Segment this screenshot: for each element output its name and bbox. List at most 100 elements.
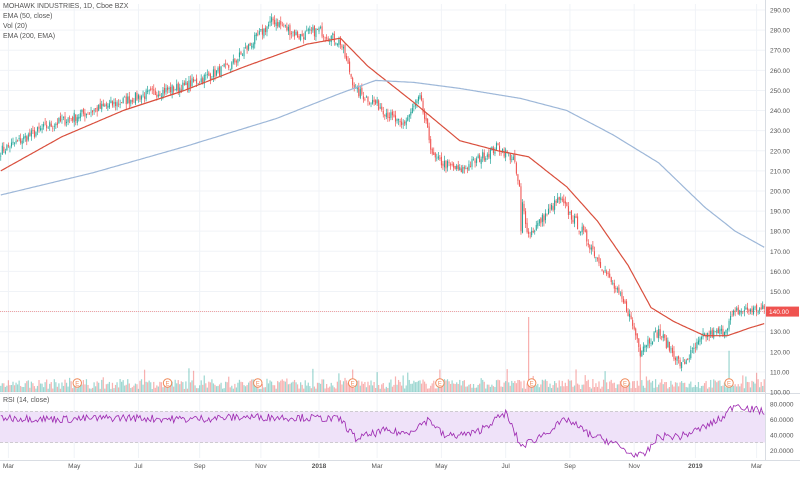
earnings-marker[interactable]: [253, 378, 263, 388]
volume-bar: [578, 384, 580, 392]
volume-bar: [396, 384, 398, 392]
candle-body: [641, 350, 643, 357]
legend-ema50[interactable]: EMA (50, close): [3, 13, 53, 20]
volume-bar: [238, 379, 241, 392]
candle-body: [234, 58, 236, 63]
earnings-marker[interactable]: [724, 378, 734, 388]
candle-body: [78, 116, 80, 119]
earnings-marker[interactable]: [72, 378, 82, 388]
candle-body: [72, 117, 74, 121]
volume-bar: [463, 380, 465, 392]
volume-bar: [108, 381, 111, 392]
candle-body: [98, 104, 100, 111]
candle-body: [248, 44, 250, 50]
earnings-marker-label: E: [256, 381, 260, 387]
volume-bar: [283, 380, 285, 392]
volume-bar: [654, 379, 657, 392]
volume-bar: [691, 387, 693, 392]
volume-bar: [345, 380, 348, 392]
candle-body: [451, 164, 453, 166]
candle-body: [419, 95, 421, 99]
earnings-marker[interactable]: [435, 378, 445, 388]
legend-ema200[interactable]: EMA (200, EMA): [3, 33, 56, 40]
volume-bar: [163, 383, 166, 392]
candle-body: [716, 329, 718, 334]
volume-bar: [587, 379, 589, 392]
candle-body: [647, 339, 649, 347]
candle-body: [546, 213, 548, 215]
earnings-marker[interactable]: [620, 378, 630, 388]
volume-bar: [76, 388, 78, 392]
candle-body: [240, 51, 242, 55]
volume-bar: [460, 385, 462, 392]
volume-bar: [122, 380, 124, 392]
rsi-legend[interactable]: RSI (14, close): [3, 397, 50, 404]
candle-body: [347, 59, 349, 64]
candle-body: [263, 28, 265, 37]
candle-body: [43, 124, 45, 127]
candle-body: [417, 96, 419, 102]
volume-bar: [183, 388, 185, 392]
candle-body: [318, 27, 320, 32]
volume-bar: [32, 383, 34, 392]
candle-body: [24, 135, 26, 138]
legend-volume[interactable]: Vol (20): [3, 23, 28, 30]
rsi-line[interactable]: [0, 404, 765, 458]
volume-bar: [174, 379, 176, 392]
price-axis-label: 130.00: [770, 329, 790, 336]
candle-body: [335, 43, 337, 44]
volume-bar: [453, 383, 455, 392]
candle-body: [208, 72, 210, 76]
volume-bar: [186, 388, 189, 392]
volume-bar: [653, 387, 655, 392]
volume-bar: [110, 388, 112, 392]
volume-bar: [191, 380, 193, 392]
candle-body: [220, 66, 222, 78]
legend-symbol[interactable]: MOHAWK INDUSTRIES, 1D, Cboe BZX: [3, 3, 129, 10]
volume-bar: [670, 380, 672, 392]
ema200-line[interactable]: [0, 79, 765, 248]
candle-body: [544, 213, 546, 221]
candle-body: [691, 348, 693, 349]
candle-body: [625, 301, 628, 313]
volume-bar: [665, 382, 667, 392]
volume-bar: [540, 384, 542, 392]
earnings-marker[interactable]: [162, 378, 173, 388]
volume-bar: [713, 379, 715, 392]
volume-bar: [298, 388, 300, 392]
volume-bar: [24, 383, 26, 392]
candle-body: [387, 112, 389, 118]
ema50-line[interactable]: [0, 37, 765, 337]
volume-bar: [368, 385, 371, 392]
volume-bar: [329, 386, 331, 392]
volume-bar: [87, 384, 89, 392]
volume-bar: [521, 388, 524, 392]
candle-body: [372, 100, 374, 104]
volume-bar: [696, 386, 698, 392]
earnings-marker-label: E: [727, 381, 731, 387]
volume-bar: [23, 387, 25, 392]
earnings-marker[interactable]: [347, 378, 358, 388]
volume-bar: [567, 379, 570, 392]
candle-body: [644, 345, 646, 348]
candle-body: [437, 156, 439, 159]
volume-bar: [498, 380, 501, 392]
volume-bar: [162, 387, 164, 392]
volume-bar: [416, 381, 418, 392]
volume-bar: [479, 383, 481, 392]
volume-bar: [420, 383, 423, 392]
candle-body: [592, 245, 594, 250]
earnings-marker[interactable]: [526, 378, 537, 388]
volume-bar: [13, 385, 16, 392]
volume-bar: [408, 379, 410, 392]
volume-bar: [208, 381, 210, 392]
volume-bar: [251, 379, 253, 392]
candle-body: [459, 167, 461, 171]
volume-bar: [707, 388, 709, 392]
volume-bar: [563, 386, 565, 392]
volume-bar: [604, 371, 606, 392]
volume-bar: [693, 386, 695, 392]
volume-bar: [78, 384, 80, 392]
volume-bar: [518, 380, 521, 392]
